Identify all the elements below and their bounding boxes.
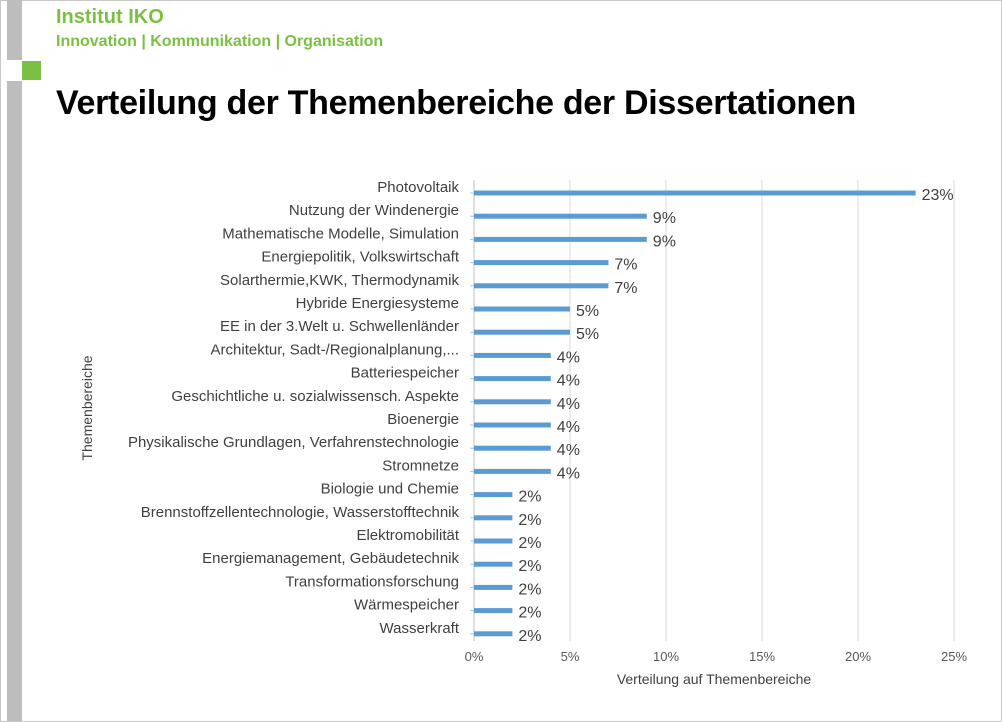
data-label: 4% xyxy=(557,373,580,390)
x-tick-label: 25% xyxy=(941,649,967,664)
data-label: 2% xyxy=(518,581,541,598)
bar xyxy=(474,236,647,242)
sidebar-decor-top xyxy=(7,0,22,60)
data-label: 7% xyxy=(614,280,637,297)
bar xyxy=(474,422,551,428)
bar xyxy=(474,538,513,544)
x-axis-title: Verteilung auf Themenbereiche xyxy=(617,671,812,687)
data-label: 2% xyxy=(518,512,541,529)
data-label: 9% xyxy=(653,233,676,250)
bar xyxy=(474,492,513,498)
category-label: Solarthermie,KWK, Thermodynamik xyxy=(220,272,459,289)
category-label: Architektur, Sadt-/Regionalplanung,... xyxy=(211,341,459,358)
sidebar-decor-bottom xyxy=(7,81,22,721)
y-axis-title: Themenbereiche xyxy=(79,355,95,460)
data-label: 2% xyxy=(518,558,541,575)
brand-title: Institut IKO xyxy=(56,6,164,28)
bar xyxy=(474,376,551,382)
bar xyxy=(474,190,916,196)
category-label: Wärmespeicher xyxy=(354,597,459,614)
page-title: Verteilung der Themenbereiche der Disser… xyxy=(56,84,856,122)
category-label: EE in der 3.Welt u. Schwellenländer xyxy=(220,318,459,335)
data-label: 4% xyxy=(557,349,580,366)
data-label: 4% xyxy=(557,465,580,482)
category-label: Nutzung der Windenergie xyxy=(289,202,459,219)
x-tick-label: 20% xyxy=(845,649,871,664)
data-label: 4% xyxy=(557,396,580,413)
bar xyxy=(474,399,551,405)
category-label: Mathematische Modelle, Simulation xyxy=(222,225,459,242)
bar xyxy=(474,631,513,637)
data-label: 4% xyxy=(557,419,580,436)
category-label: Hybride Energiesysteme xyxy=(296,295,459,312)
category-label: Energiemanagement, Gebäudetechnik xyxy=(202,550,459,567)
data-label: 9% xyxy=(653,210,676,227)
category-label: Wasserkraft xyxy=(380,620,460,637)
brand-tagline: Innovation | Kommunikation | Organisatio… xyxy=(56,33,384,50)
bar xyxy=(474,352,551,358)
bar xyxy=(474,515,513,521)
x-tick-label: 0% xyxy=(465,649,484,664)
x-tick-label: 10% xyxy=(653,649,679,664)
data-label: 23% xyxy=(922,187,954,204)
bar xyxy=(474,584,513,590)
data-label: 5% xyxy=(576,326,599,343)
accent-square xyxy=(22,61,41,80)
data-label: 5% xyxy=(576,303,599,320)
data-label: 2% xyxy=(518,628,541,645)
x-tick-label: 15% xyxy=(749,649,775,664)
data-label: 2% xyxy=(518,489,541,506)
category-label: Bioenergie xyxy=(387,411,459,428)
category-label: Batteriespeicher xyxy=(351,365,459,382)
category-label: Physikalische Grundlagen, Verfahrenstech… xyxy=(128,434,459,451)
category-label: Stromnetze xyxy=(382,457,459,474)
data-label: 2% xyxy=(518,535,541,552)
bar xyxy=(474,306,570,312)
bar xyxy=(474,468,551,474)
category-label: Geschichtliche u. sozialwissensch. Aspek… xyxy=(171,388,459,405)
bar xyxy=(474,283,609,289)
category-label: Photovoltaik xyxy=(377,179,459,196)
bar xyxy=(474,260,609,266)
bar xyxy=(474,561,513,567)
data-label: 7% xyxy=(614,257,637,274)
data-label: 4% xyxy=(557,442,580,459)
x-tick-label: 5% xyxy=(561,649,580,664)
bar xyxy=(474,329,570,335)
data-label: 2% xyxy=(518,605,541,622)
category-label: Biologie und Chemie xyxy=(321,481,459,498)
category-label: Brennstoffzellentechnologie, Wasserstoff… xyxy=(141,504,460,521)
bar xyxy=(474,608,513,614)
category-label: Transformationsforschung xyxy=(285,573,459,590)
category-label: Elektromobilität xyxy=(356,527,459,544)
category-label: Energiepolitik, Volkswirtschaft xyxy=(261,249,459,266)
bar xyxy=(474,213,647,219)
bar xyxy=(474,445,551,451)
